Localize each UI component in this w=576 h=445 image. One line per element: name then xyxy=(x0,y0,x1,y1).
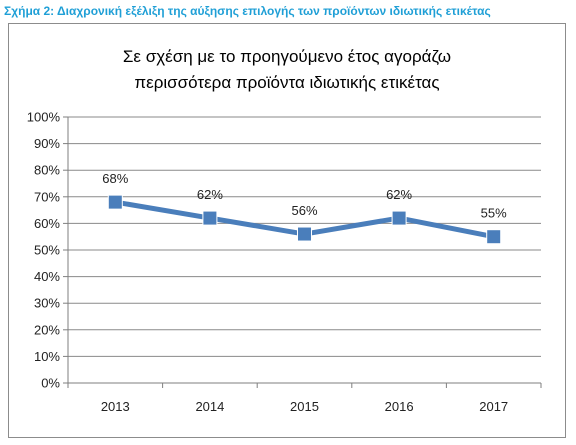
data-label: 55% xyxy=(481,206,507,221)
y-tick-label: 0% xyxy=(41,376,60,391)
chart-title-line-2: περισσότερα προϊόντα ιδιωτικής ετικέτας xyxy=(134,73,439,92)
y-tick-label: 70% xyxy=(34,189,60,204)
y-tick-label: 100% xyxy=(27,110,61,125)
x-tick-label: 2013 xyxy=(101,399,130,414)
line-chart: Σε σχέση με το προηγούμενο έτος αγοράζω … xyxy=(27,47,542,414)
chart-title-line-1: Σε σχέση με το προηγούμενο έτος αγοράζω xyxy=(123,47,451,66)
chart-frame: Σε σχέση με το προηγούμενο έτος αγοράζω … xyxy=(8,23,566,438)
data-point-marker xyxy=(486,229,502,245)
data-point-marker xyxy=(107,194,123,210)
data-label: 62% xyxy=(197,187,223,202)
figure-caption: Σχήμα 2: Διαχρονική εξέλιξη της αύξησης … xyxy=(4,4,491,18)
x-tick-label: 2017 xyxy=(479,399,508,414)
y-tick-label: 60% xyxy=(34,216,60,231)
y-tick-label: 30% xyxy=(34,296,60,311)
data-point-marker xyxy=(391,210,407,226)
data-point-marker xyxy=(202,210,218,226)
y-tick-label: 80% xyxy=(34,163,60,178)
x-tick-label: 2015 xyxy=(290,399,319,414)
data-label: 68% xyxy=(102,171,128,186)
data-point-marker xyxy=(297,226,312,242)
y-tick-label: 90% xyxy=(34,136,60,151)
data-label: 56% xyxy=(291,203,317,218)
y-tick-label: 10% xyxy=(34,349,60,364)
x-tick-label: 2016 xyxy=(385,399,414,414)
y-tick-label: 40% xyxy=(34,269,60,284)
y-tick-label: 50% xyxy=(34,243,60,258)
data-label: 62% xyxy=(386,187,412,202)
x-tick-label: 2014 xyxy=(195,399,224,414)
y-tick-label: 20% xyxy=(34,322,60,337)
